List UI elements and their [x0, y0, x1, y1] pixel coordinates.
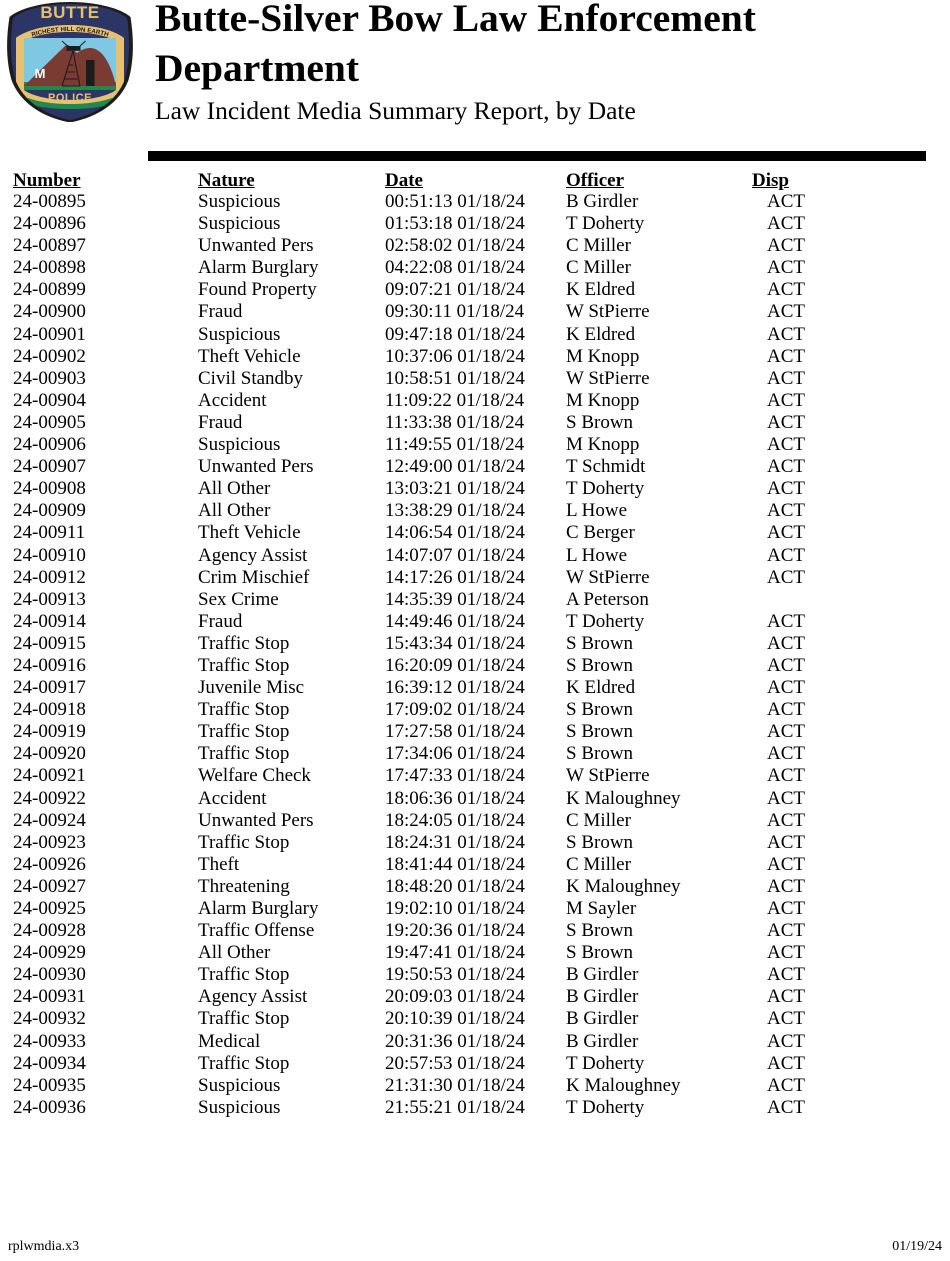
svg-text:POLICE: POLICE	[48, 92, 92, 104]
svg-text:M: M	[35, 66, 46, 81]
svg-text:BUTTE: BUTTE	[40, 3, 99, 22]
